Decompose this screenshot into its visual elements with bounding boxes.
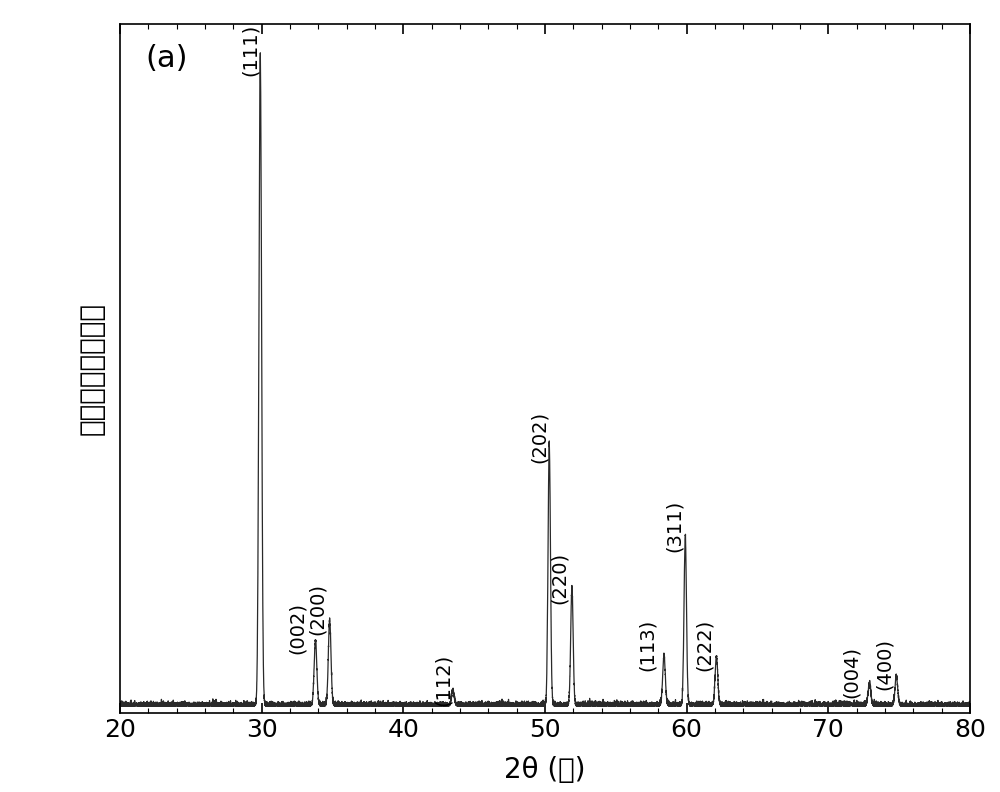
Text: (112): (112) [434,654,453,706]
Text: (113): (113) [638,619,657,671]
Text: (200): (200) [308,583,327,635]
Text: (311): (311) [665,500,684,552]
Text: (004): (004) [842,646,861,699]
Text: (202): (202) [530,410,549,463]
X-axis label: 2θ (度): 2θ (度) [504,756,586,783]
Text: (220): (220) [550,551,569,604]
Text: (111): (111) [241,24,260,76]
Y-axis label: 强度（任意单位）: 强度（任意单位） [78,302,106,435]
Text: (002): (002) [288,602,307,654]
Text: (222): (222) [695,619,714,671]
Text: (400): (400) [874,638,894,690]
Text: (a): (a) [146,44,188,74]
